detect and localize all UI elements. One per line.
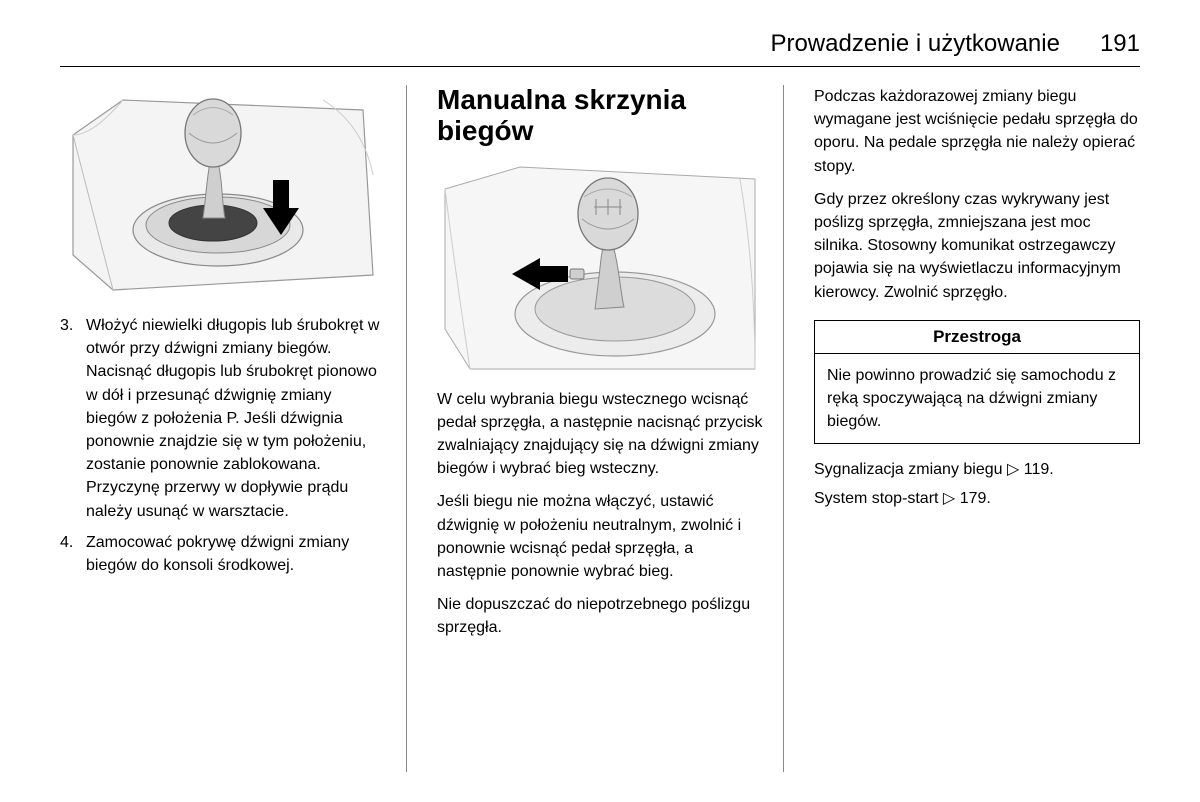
page-header: Prowadzenie i użytkowanie 191 — [60, 30, 1140, 67]
paragraph: Nie dopuszczać do niepotrzebnego poślizg… — [437, 593, 763, 639]
instruction-list: 3. Włożyć niewielki długopis lub śrubokr… — [60, 314, 386, 585]
list-text: Włożyć niewielki długopis lub śrubokręt … — [86, 314, 386, 523]
ref-text: Sygnalizacja zmiany biegu — [814, 461, 1007, 478]
column-left: 3. Włożyć niewielki długopis lub śrubokr… — [60, 85, 407, 772]
list-item: 3. Włożyć niewielki długopis lub śrubokr… — [60, 314, 386, 523]
caution-body: Nie powinno prowadzić się samochodu z rę… — [815, 354, 1139, 444]
section-heading: Prowadzenie i użytkowanie — [770, 30, 1060, 58]
ref-text: System stop-start — [814, 490, 943, 507]
manual-page: Prowadzenie i użytkowanie 191 — [0, 0, 1200, 802]
ref-page: 179 — [960, 490, 987, 507]
paragraph: Gdy przez określony czas wykrywany jest … — [814, 188, 1140, 304]
link-arrow-icon: ▷ — [943, 490, 955, 507]
cross-reference: System stop-start ▷ 179. — [814, 487, 1140, 510]
ref-page: 119 — [1024, 461, 1050, 478]
section-title: Manualna skrzynia biegów — [437, 85, 763, 147]
caution-box: Przestroga Nie powinno prowadzić się sam… — [814, 320, 1140, 445]
list-number: 3. — [60, 314, 78, 523]
cross-reference: Sygnalizacja zmiany biegu ▷ 119. — [814, 458, 1140, 481]
list-item: 4. Zamocować pokrywę dźwigni zmiany bieg… — [60, 531, 386, 577]
link-arrow-icon: ▷ — [1007, 461, 1019, 478]
column-middle: Manualna skrzynia biegów — [437, 85, 784, 772]
content-columns: 3. Włożyć niewielki długopis lub śrubokr… — [60, 85, 1140, 772]
column-right: Podczas każdorazowej zmiany biegu wymaga… — [814, 85, 1140, 772]
caution-heading: Przestroga — [815, 321, 1139, 354]
list-text: Zamocować pokrywę dźwigni zmiany biegów … — [86, 531, 386, 577]
paragraph: Podczas każdorazowej zmiany biegu wymaga… — [814, 85, 1140, 178]
paragraph: W celu wybrania biegu wstecznego wcisnąć… — [437, 388, 763, 481]
manual-shift-illustration — [437, 159, 763, 374]
list-number: 4. — [60, 531, 78, 577]
paragraph: Jeśli biegu nie można włączyć, ustawić d… — [437, 490, 763, 583]
page-number: 191 — [1100, 30, 1140, 58]
gear-cover-illustration — [60, 85, 386, 300]
